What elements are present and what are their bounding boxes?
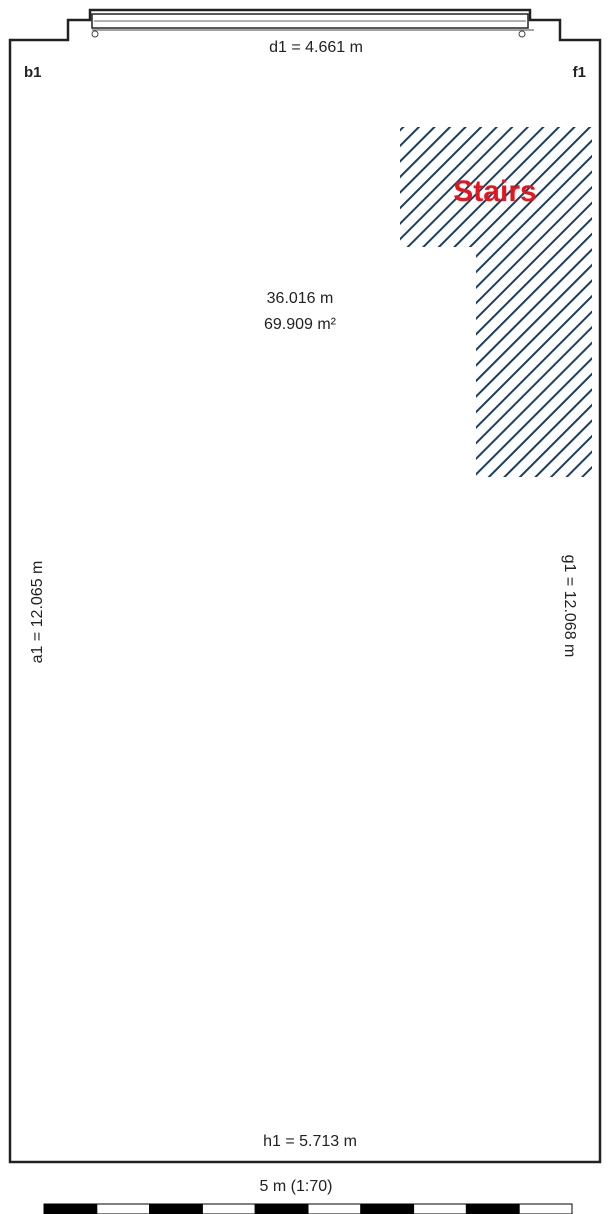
scale-bar-segment <box>43 1203 98 1214</box>
room-perimeter: 36.016 m <box>267 290 334 307</box>
scale-bar-segment <box>413 1203 467 1214</box>
stairs-label: Stairs <box>453 175 536 208</box>
window <box>91 13 534 38</box>
dimension-bottom: h1 = 5.713 m <box>263 1133 357 1150</box>
room-area: 69.909 m² <box>264 316 337 333</box>
scale-bar-segment <box>96 1203 151 1214</box>
scale-bar-segment <box>465 1203 520 1214</box>
scale-bar <box>43 1203 573 1214</box>
scale-bar-segment <box>518 1203 573 1214</box>
scale-label: 5 m (1:70) <box>260 1178 333 1195</box>
scale-bar-segment <box>149 1203 203 1214</box>
dimension-right: g1 = 12.068 m <box>561 555 578 658</box>
corner-label-b1: b1 <box>24 64 42 81</box>
dimension-left: a1 = 12.065 m <box>29 561 46 664</box>
dimension-top: d1 = 4.661 m <box>269 39 363 56</box>
stairs-area <box>400 127 592 477</box>
room-outline <box>8 8 602 1164</box>
scale-bar-segment <box>307 1203 362 1214</box>
scale-bar-segment <box>201 1203 256 1214</box>
scale-bar-segment <box>254 1203 309 1214</box>
scale-bar-segment <box>360 1203 415 1214</box>
corner-label-f1: f1 <box>573 64 586 81</box>
